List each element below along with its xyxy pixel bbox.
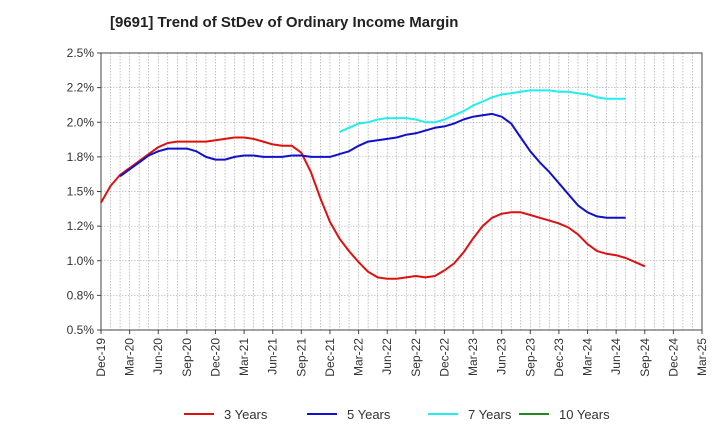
- y-tick-label: 1.0%: [67, 254, 95, 268]
- y-tick-label: 0.5%: [67, 323, 95, 337]
- x-tick-label: Sep-23: [523, 338, 537, 377]
- x-tick-label: Jun-22: [380, 338, 394, 375]
- chart-title: [9691] Trend of StDev of Ordinary Income…: [110, 14, 459, 31]
- y-tick-label: 0.8%: [67, 288, 95, 302]
- x-tick-label: Dec-23: [552, 338, 566, 377]
- legend-label: 10 Years: [559, 407, 610, 422]
- x-tick-label: Mar-20: [123, 338, 137, 376]
- legend: 3 Years 5 Years 7 Years 10 Years: [184, 407, 610, 422]
- x-tick-label: Jun-21: [266, 338, 280, 375]
- x-tick-label: Sep-24: [638, 338, 652, 377]
- legend-label: 7 Years: [468, 407, 512, 422]
- legend-label: 5 Years: [347, 407, 391, 422]
- x-tick-label: Jun-23: [495, 338, 509, 375]
- x-tick-label: Mar-23: [466, 338, 480, 376]
- y-tick-label: 1.5%: [67, 185, 95, 199]
- series-line-2: [119, 112, 626, 219]
- y-tick-label: 2.0%: [67, 115, 95, 129]
- x-axis: Dec-19 Mar-20 Jun-20 Sep-20 Dec-20 Mar-21 Jun-…: [94, 330, 709, 377]
- x-tick-label: Mar-22: [352, 338, 366, 376]
- x-tick-label: Jun-20: [151, 338, 165, 375]
- y-tick-label: 2.2%: [67, 81, 95, 95]
- x-tick-label: Sep-20: [180, 338, 194, 377]
- grid-horizontal: [101, 87, 702, 296]
- legend-label: 3 Years: [224, 407, 268, 422]
- x-tick-label: Mar-24: [581, 338, 595, 376]
- x-tick-label: Dec-21: [323, 338, 337, 377]
- series-line-3: [339, 89, 626, 133]
- series-line-1: [100, 136, 646, 280]
- x-tick-label: Jun-24: [609, 338, 623, 375]
- x-tick-label: Dec-22: [437, 338, 451, 377]
- y-axis: 2.5% 2.2% 2.0% 1.8% 1.5% 1.2% 1.0% 0.8% 0.5%: [67, 46, 101, 337]
- y-tick-label: 1.8%: [67, 150, 95, 164]
- x-tick-label: Dec-20: [208, 338, 222, 377]
- x-tick-label: Dec-24: [666, 338, 680, 377]
- y-tick-label: 2.5%: [67, 46, 95, 60]
- x-tick-label: Mar-25: [695, 338, 709, 376]
- x-tick-label: Mar-21: [237, 338, 251, 376]
- x-tick-label: Dec-19: [94, 338, 108, 377]
- x-tick-label: Sep-22: [409, 338, 423, 377]
- x-tick-label: Sep-21: [294, 338, 308, 377]
- y-tick-label: 1.2%: [67, 219, 95, 233]
